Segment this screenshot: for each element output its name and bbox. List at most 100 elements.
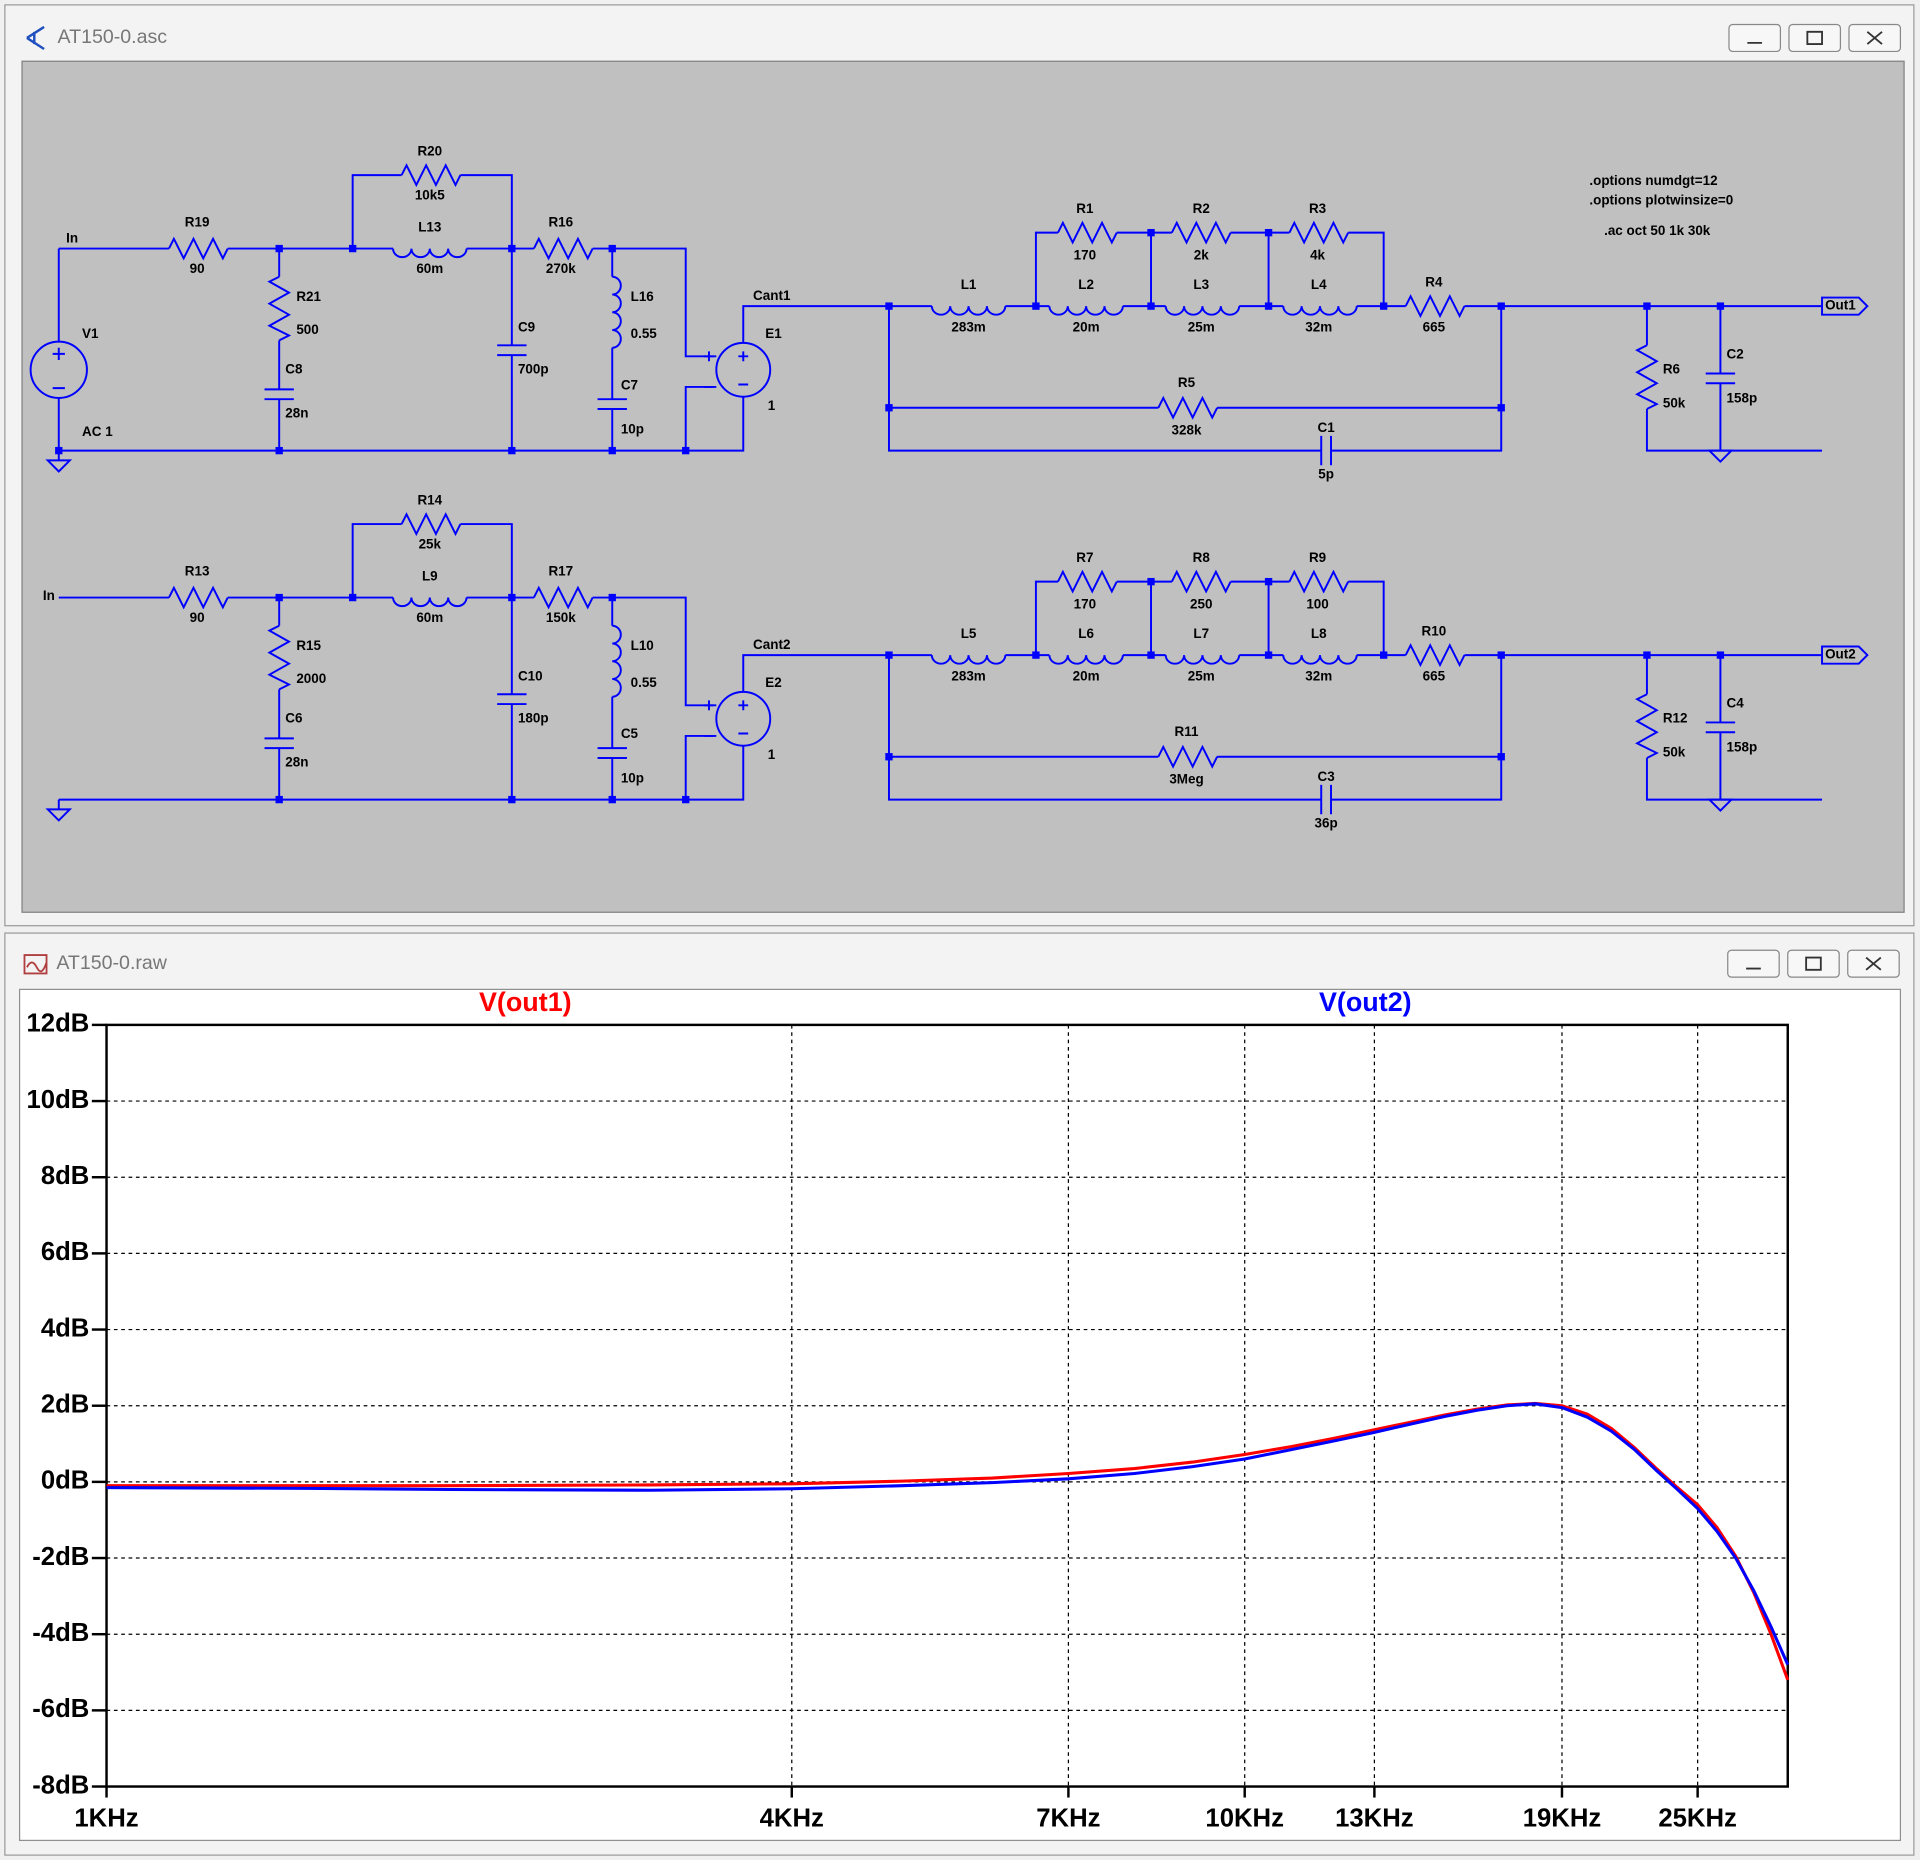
component-label: R6 [1663,361,1680,376]
component-label: 10p [621,421,644,436]
component-label: 283m [951,320,985,335]
component-label: 5p [1318,467,1334,482]
junction [508,244,516,253]
schematic-icon [26,25,45,51]
component-label: R3 [1309,201,1326,216]
wire [1404,643,1466,668]
component-label: L9 [422,568,438,583]
wire [1057,220,1118,245]
junction [608,593,616,602]
wire [888,306,1322,452]
wire [267,275,292,342]
spice-directive: .ac oct 50 1k 30k [1604,223,1711,238]
ground [45,459,73,473]
wire [1057,569,1118,594]
junction [608,244,616,253]
y-tick-label: 0dB [41,1467,90,1495]
source-polarity [704,351,749,388]
wire [351,174,402,249]
component-label: 665 [1423,320,1446,335]
junction [275,593,283,602]
wire [1034,580,1058,656]
component-label: R1 [1076,201,1094,216]
component-label: 60m [416,261,443,276]
junction [275,244,283,253]
y-tick-label: 4dB [41,1314,90,1342]
component-label: R13 [185,563,210,578]
component-label: C2 [1727,347,1744,362]
component-label: C8 [285,361,303,376]
component-label: 50k [1663,745,1686,760]
component-label: 32m [1305,669,1332,684]
component-label: 10k5 [415,187,445,202]
component-label: 50k [1663,396,1686,411]
junction [1643,651,1651,659]
component-label: 90 [190,610,205,625]
component-label: 270k [546,261,576,276]
junction [885,404,893,412]
plot-canvas[interactable] [18,988,1902,1842]
junction [508,593,516,602]
component-label: R5 [1178,375,1196,390]
component-label: 25m [1188,320,1215,335]
component-label: L3 [1193,277,1209,292]
capacitor [264,388,294,401]
y-tick-label: 12dB [27,1010,90,1038]
component-label: V1 [82,326,99,341]
y-tick-label: -8dB [32,1771,89,1799]
input-label: In [66,230,78,245]
component-label: 180p [518,710,549,725]
junction [1380,651,1388,659]
component-label: R9 [1309,550,1326,565]
component-label: R8 [1193,550,1211,565]
junction [885,651,893,659]
capacitor [1705,721,1736,734]
spice-directive: .options plotwinsize=0 [1589,192,1733,207]
component-label: R16 [548,214,573,229]
component-label: Out2 [1825,647,1856,662]
wire [1331,306,1503,452]
component-label: 20m [1073,320,1100,335]
component-label: 170 [1074,247,1096,262]
junction [1032,302,1040,310]
voltage-source [715,690,772,747]
y-tick-label: 10dB [27,1086,90,1114]
component-label: Cant1 [753,288,791,303]
x-tick-label: 1KHz [74,1804,138,1832]
component-label: C9 [518,320,535,335]
junction [608,795,616,804]
source-polarity [704,700,749,737]
component-label: 500 [296,322,318,337]
y-tick-label: -4dB [32,1619,89,1647]
junction [608,446,616,455]
ground [1707,798,1734,812]
junction [1497,404,1505,412]
minimize-button[interactable] [1727,949,1780,978]
wire [592,596,717,707]
capacitor [497,344,527,357]
wire [1157,395,1219,420]
wire [1288,569,1350,594]
component-label: 328k [1172,423,1202,438]
component-label: 665 [1423,669,1446,684]
inductor [1164,654,1241,665]
wire [742,654,932,692]
maximize-button[interactable] [1787,949,1840,978]
wire [592,247,717,358]
capacitor [597,398,627,410]
wire [1348,580,1385,656]
component-label: C7 [621,377,638,392]
circuit: Cant2 Out2 R13 90 R15 2000 C6 28n R14 25k L9 60m R17… [45,492,1869,831]
wire [58,396,745,452]
wire [460,174,513,249]
inductor [1282,654,1358,665]
minimize-button[interactable] [1728,23,1782,53]
wire [533,236,594,261]
schematic-canvas[interactable] [21,60,1905,913]
maximize-button[interactable] [1788,23,1842,53]
component-label: 3Meg [1169,772,1203,787]
inductor [392,248,468,259]
wire [267,624,292,691]
junction [348,593,357,602]
